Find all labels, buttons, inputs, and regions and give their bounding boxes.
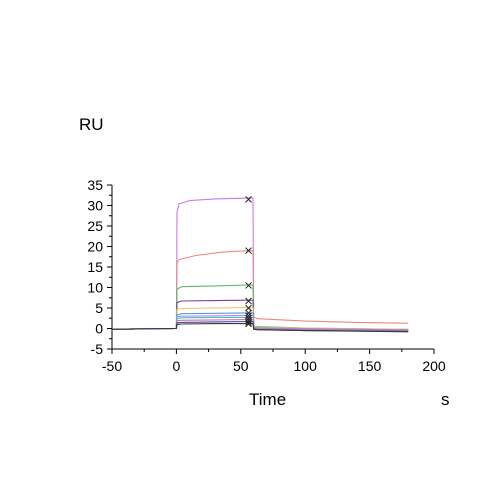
x-marker-6 [245,309,252,317]
y-tick-label: 35 [87,177,103,193]
x-axis-unit: s [441,390,450,409]
x-axis-label: Time [249,390,287,409]
y-tick-label: 20 [87,239,103,255]
x-tick-label: 100 [294,358,318,374]
x-marker-11 [245,320,252,328]
y-axis-label: RU [79,115,104,134]
y-tick-label: 0 [95,321,103,337]
x-marker-2 [245,247,252,254]
x-marker-5 [245,304,252,312]
x-tick-label: 200 [422,358,446,374]
series-line-1 [111,197,409,332]
x-marker-4 [245,297,252,305]
x-tick-label: -50 [102,358,122,374]
x-marker-3 [245,282,252,289]
y-tick-label: 15 [87,259,103,275]
y-tick-label: 25 [87,218,103,234]
x-marker-1 [245,195,252,203]
y-tick-label: 10 [87,280,103,296]
y-tick-label: -5 [91,341,104,357]
series-line-11 [111,323,409,333]
x-tick-label: 150 [358,358,382,374]
x-tick-label: 0 [173,358,181,374]
x-marker-10 [245,318,252,326]
series-group [111,197,409,333]
marker-group [245,195,252,328]
x-tick-label: 50 [233,358,249,374]
series-line-2 [111,250,409,330]
y-tick-label: 30 [87,198,103,214]
y-tick-label: 5 [95,300,103,316]
